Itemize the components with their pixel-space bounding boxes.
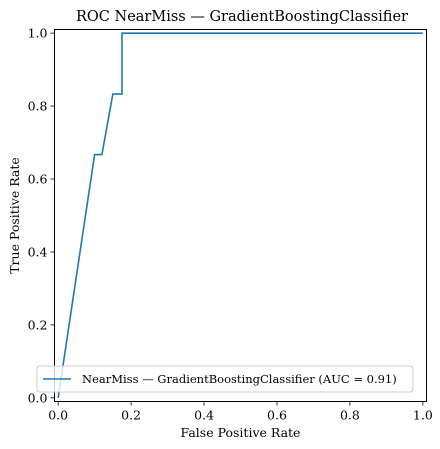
x-axis-label: False Positive Rate [181,425,301,440]
x-tick-label: 0.0 [48,408,68,423]
y-tick-label: 0.0 [28,390,48,405]
x-tick-label: 0.8 [340,408,360,423]
legend-label: NearMiss — GradientBoostingClassifier (A… [82,372,397,386]
y-axis-label: True Positive Rate [7,157,22,274]
axis-ticks: 0.0 0.2 0.4 0.6 0.8 1.0 0.0 0.2 0.4 0.6 0.8 1.0 [28,26,433,423]
y-tick-label: 0.2 [28,317,48,332]
y-tick-label: 0.6 [28,172,48,187]
chart-title: ROC NearMiss — GradientBoostingClassifie… [76,9,408,25]
legend: NearMiss — GradientBoostingClassifier (A… [36,365,414,393]
y-tick-label: 1.0 [28,26,48,41]
y-tick-label: 0.4 [28,244,48,259]
x-tick-label: 0.2 [121,408,141,423]
y-tick-label: 0.8 [28,99,48,114]
roc-curve-line [57,32,423,398]
x-tick-label: 1.0 [413,408,433,423]
x-tick-label: 0.4 [194,408,214,423]
plot-frame [54,29,427,402]
x-tick-label: 0.6 [267,408,287,423]
series-group [57,32,423,398]
legend-box [36,365,414,393]
